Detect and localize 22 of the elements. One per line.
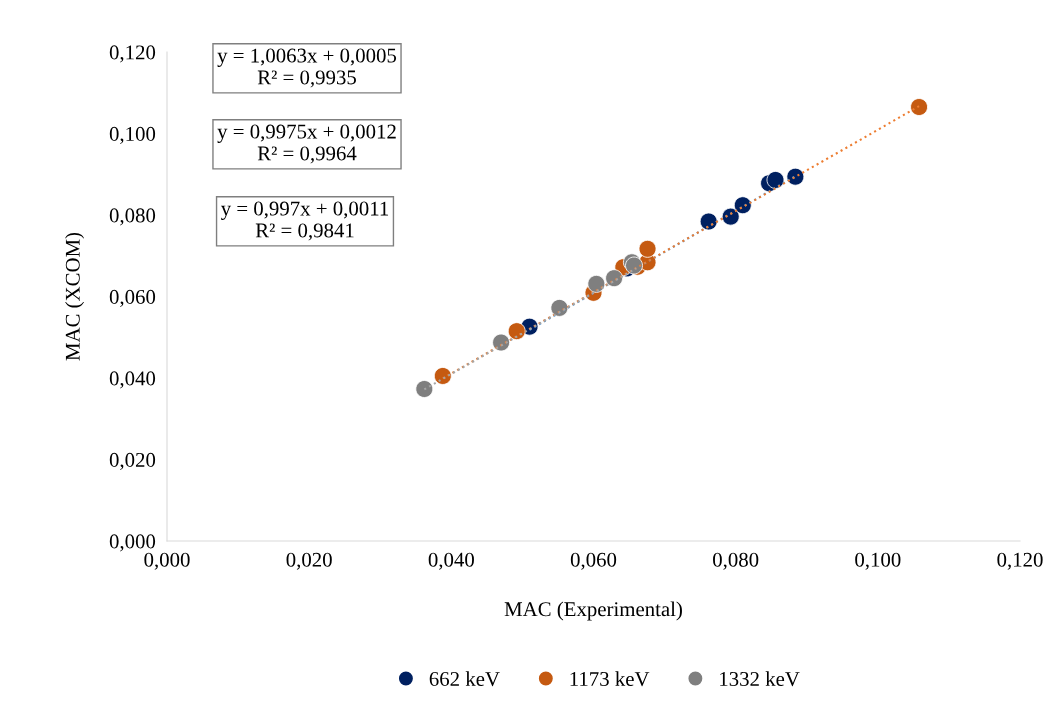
y-tick-label: 0,040 bbox=[109, 371, 156, 389]
x-tick-label: 0,100 bbox=[855, 552, 901, 570]
x-axis-title: MAC (Experimental) bbox=[504, 601, 682, 621]
y-tick-label: 0,100 bbox=[109, 126, 156, 144]
y-tick-label: 0,120 bbox=[109, 45, 156, 63]
x-tick-label: 0,080 bbox=[713, 552, 759, 570]
x-tick-label: 0,060 bbox=[570, 552, 617, 570]
y-tick-label: 0,080 bbox=[109, 208, 156, 226]
annotation: y = 0,9975x + 0,0012 R² = 0,9964 bbox=[217, 124, 396, 164]
y-tick-label: 0,060 bbox=[109, 289, 156, 307]
annotation: y = 1,0063x + 0,0005 R² = 0,9935 bbox=[217, 48, 397, 88]
x-tick-label: 0,040 bbox=[428, 552, 474, 570]
legend-label: 1173 keV bbox=[570, 671, 650, 687]
annotation: y = 0,997x + 0,0011 R² = 0,9841 bbox=[220, 201, 389, 241]
x-tick-label: 0,020 bbox=[286, 552, 332, 570]
y-tick-label: 0,000 bbox=[109, 534, 156, 552]
y-axis-title: MAC (XCOM) bbox=[65, 232, 85, 361]
y-tick-label: 0,020 bbox=[109, 452, 156, 470]
legend-label: 662 keV bbox=[429, 671, 500, 687]
legend-label: 1332 keV bbox=[720, 671, 800, 687]
x-tick-label: 0,000 bbox=[144, 552, 190, 570]
x-tick-label: 0,120 bbox=[997, 552, 1043, 570]
